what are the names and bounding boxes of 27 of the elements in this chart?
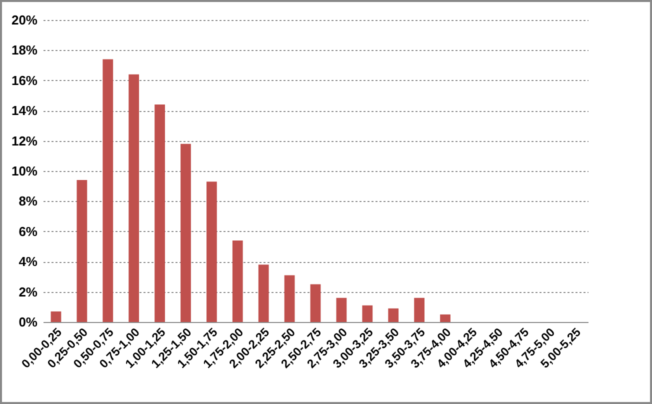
- bar: [232, 240, 243, 322]
- bar: [388, 308, 399, 322]
- bar: [258, 264, 269, 322]
- y-tick-label: 8%: [18, 194, 38, 209]
- y-tick-label: 10%: [11, 164, 38, 178]
- y-tick-label: 4%: [18, 254, 38, 270]
- y-tick-label: 14%: [11, 103, 38, 118]
- bar: [362, 305, 373, 322]
- bar: [284, 275, 295, 322]
- bar: [336, 298, 347, 322]
- bar: [128, 74, 140, 322]
- y-tick-label: 2%: [18, 284, 38, 300]
- y-tick-label: 0%: [18, 314, 38, 330]
- bar: [440, 314, 450, 322]
- bar: [310, 284, 321, 322]
- y-tick-label: 6%: [18, 224, 38, 239]
- y-tick-label: 20%: [11, 12, 38, 28]
- y-tick-label: 18%: [11, 42, 38, 58]
- y-tick-label: 12%: [11, 133, 38, 148]
- bar: [50, 311, 62, 322]
- bar: [206, 182, 217, 322]
- y-tick-label: 16%: [11, 72, 38, 88]
- bar: [102, 59, 114, 322]
- bar: [76, 180, 88, 322]
- bar: [154, 104, 165, 322]
- bar: [414, 298, 424, 322]
- bar: [180, 144, 191, 322]
